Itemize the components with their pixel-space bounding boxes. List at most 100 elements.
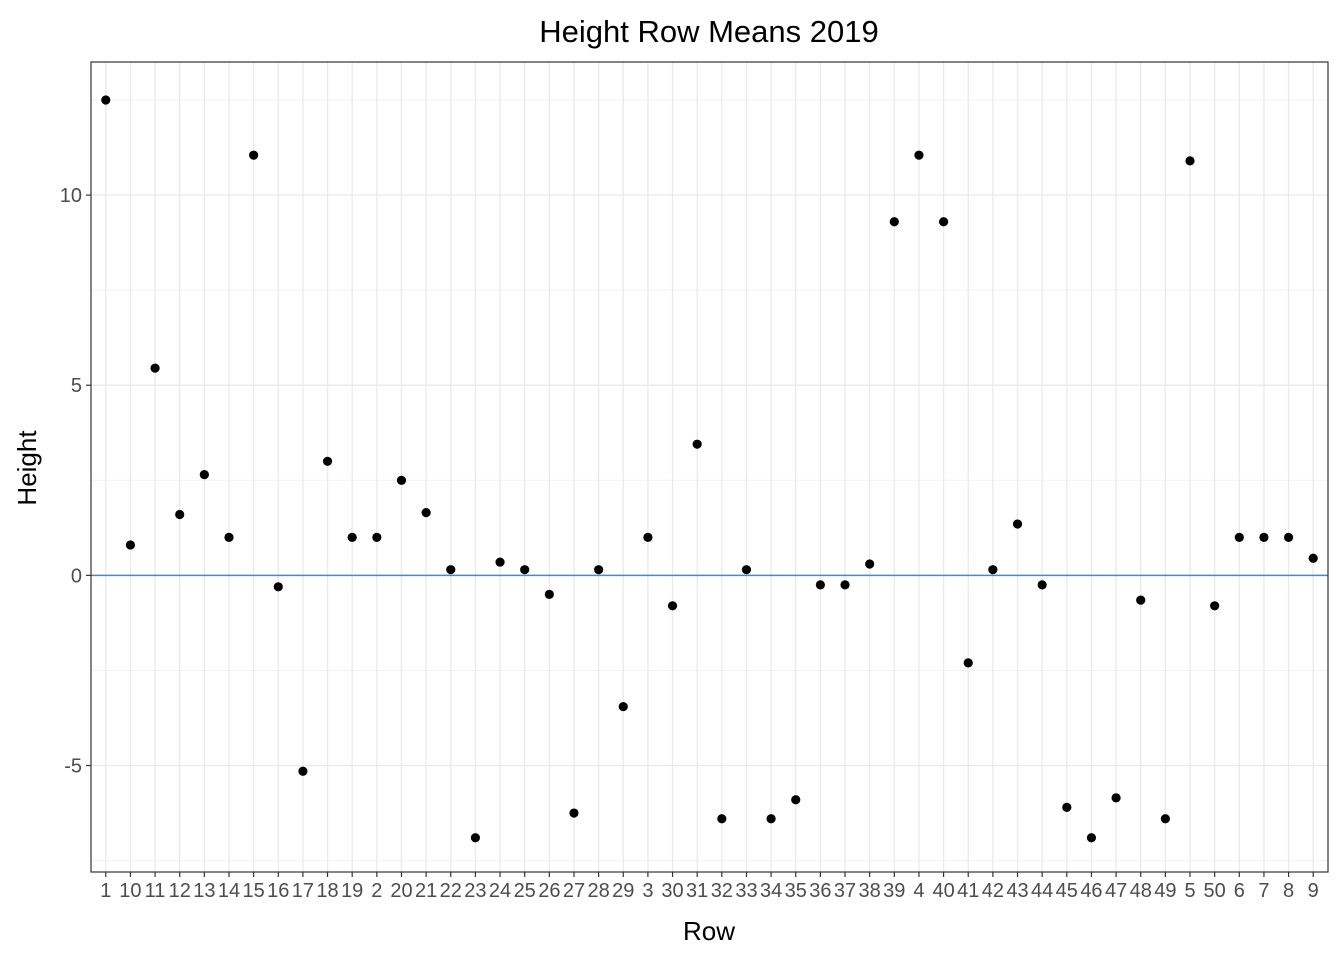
- x-tick-label: 19: [341, 880, 363, 902]
- x-tick-label: 46: [1080, 880, 1102, 902]
- x-tick-label: 48: [1130, 880, 1152, 902]
- y-tick-label: -5: [64, 756, 82, 778]
- data-point: [766, 814, 776, 824]
- data-point: [594, 565, 604, 575]
- data-point: [150, 363, 160, 373]
- data-point: [249, 150, 259, 160]
- x-tick-label: 29: [612, 880, 634, 902]
- data-point: [1160, 814, 1170, 824]
- data-point: [544, 589, 554, 599]
- y-tick-label: 10: [60, 185, 82, 207]
- x-tick-label: 23: [464, 880, 486, 902]
- x-tick-label: 49: [1154, 880, 1176, 902]
- x-tick-label: 32: [711, 880, 733, 902]
- x-tick-label: 14: [218, 880, 240, 902]
- x-tick-label: 43: [1006, 880, 1028, 902]
- data-point: [815, 580, 825, 590]
- data-point: [988, 565, 998, 575]
- data-point: [1012, 519, 1023, 529]
- x-tick-label: 16: [267, 880, 289, 902]
- data-point: [865, 559, 875, 569]
- data-point: [125, 540, 136, 550]
- y-tick-label: 0: [71, 565, 82, 587]
- data-point: [298, 766, 308, 776]
- data-point: [495, 557, 505, 567]
- x-tick-label: 31: [686, 880, 708, 902]
- data-point: [1086, 833, 1097, 843]
- x-tick-label: 28: [587, 880, 609, 902]
- x-tick-label: 38: [859, 880, 881, 902]
- x-tick-label: 36: [809, 880, 831, 902]
- x-tick-label: 20: [390, 880, 412, 902]
- x-tick-label: 34: [760, 880, 782, 902]
- x-tick-label: 40: [932, 880, 954, 902]
- x-tick-label: 35: [785, 880, 807, 902]
- plot-panel-border: [90, 61, 1329, 873]
- x-tick-label: 15: [243, 880, 265, 902]
- data-point: [741, 565, 752, 575]
- data-point: [396, 475, 407, 485]
- data-point: [1259, 532, 1269, 542]
- data-point: [889, 217, 899, 227]
- data-point: [1283, 532, 1294, 542]
- x-tick-label: 7: [1258, 880, 1269, 902]
- x-axis-title: Row: [683, 916, 735, 946]
- x-tick-label: 10: [119, 880, 141, 902]
- x-tick-label: 26: [538, 880, 560, 902]
- data-point: [1185, 156, 1195, 166]
- x-tick-label: 8: [1283, 880, 1294, 902]
- data-point: [101, 95, 111, 105]
- data-point: [569, 808, 579, 818]
- x-tick-label: 45: [1056, 880, 1078, 902]
- minor-gridlines: [91, 99, 1328, 862]
- x-tick-label: 4: [913, 880, 924, 902]
- x-tick-label: 33: [735, 880, 757, 902]
- x-tick-label: 9: [1308, 880, 1319, 902]
- data-point: [322, 456, 333, 466]
- data-point: [273, 582, 283, 592]
- data-points: [101, 95, 1318, 843]
- data-point: [421, 508, 431, 518]
- data-point: [224, 532, 234, 542]
- x-tick-label: 5: [1184, 880, 1195, 902]
- x-tick-label: 39: [883, 880, 905, 902]
- data-point: [618, 701, 628, 712]
- data-point: [840, 580, 850, 590]
- x-tick-label: 24: [489, 880, 511, 902]
- y-tick-label: 5: [71, 375, 82, 397]
- data-point: [692, 439, 702, 449]
- x-tick-label: 18: [316, 880, 338, 902]
- data-point: [1308, 553, 1318, 563]
- x-tick-label: 37: [834, 880, 856, 902]
- x-axis: 1 10 11 12 13 14 15 16 17 18 19 2 20 21 22 23 24 25 26 27 28…: [100, 872, 1319, 902]
- x-tick-label: 1: [100, 880, 111, 902]
- x-tick-label: 30: [661, 880, 683, 902]
- chart-title: Height Row Means 2019: [539, 14, 878, 49]
- x-tick-label: 21: [415, 880, 437, 902]
- x-tick-label: 47: [1105, 880, 1127, 902]
- data-point: [372, 532, 382, 542]
- data-point: [199, 470, 209, 480]
- x-tick-label: 13: [193, 880, 215, 902]
- data-point: [347, 532, 357, 542]
- data-point: [667, 601, 678, 611]
- major-gridlines: [91, 62, 1328, 872]
- data-point: [643, 532, 653, 542]
- data-point: [717, 814, 727, 824]
- data-point: [1234, 532, 1244, 542]
- y-axis-title: Height: [12, 430, 42, 506]
- data-point: [938, 217, 949, 227]
- data-point: [1210, 601, 1220, 611]
- x-tick-label: 27: [563, 880, 585, 902]
- x-tick-label: 42: [982, 880, 1004, 902]
- x-tick-label: 44: [1031, 880, 1053, 902]
- x-tick-label: 17: [292, 880, 314, 902]
- data-point: [1136, 595, 1146, 605]
- x-tick-label: 11: [145, 880, 166, 902]
- y-axis: -5 0 5 10: [60, 185, 91, 778]
- x-tick-label: 50: [1204, 880, 1226, 902]
- data-point: [470, 833, 481, 843]
- x-tick-label: 22: [440, 880, 462, 902]
- data-point: [1062, 802, 1072, 812]
